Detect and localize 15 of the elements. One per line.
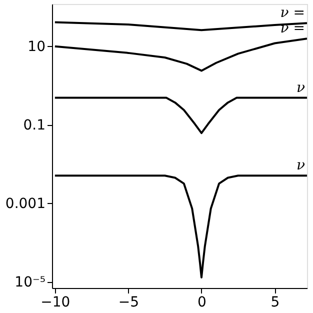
y-tick-label: 10 (28, 38, 46, 55)
series-label: ν (296, 158, 306, 174)
x-tick-label: 5 (270, 294, 280, 310)
x-tick-label: −5 (118, 294, 140, 310)
series-label: ν = (280, 5, 305, 22)
line-series (54, 174, 307, 278)
y-tick-label: 0.1 (23, 117, 46, 134)
series-label: ν (296, 80, 306, 96)
x-tick-label: −10 (40, 294, 70, 310)
y-tick-label: 10⁻⁵ (14, 274, 46, 290)
line-series (54, 96, 307, 134)
line-series (54, 21, 307, 32)
x-tick-label: 0 (198, 294, 206, 310)
y-tick-label: 0.001 (5, 196, 46, 212)
series-label: ν = (280, 20, 305, 37)
